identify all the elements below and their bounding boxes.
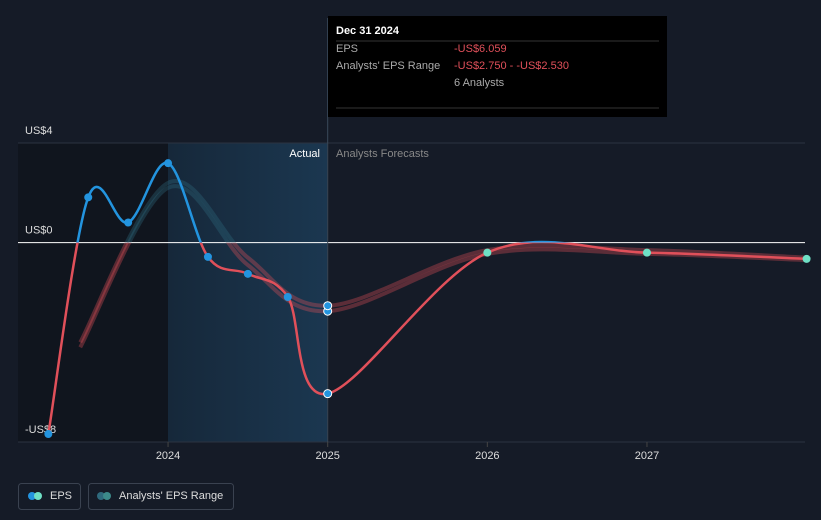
x-tick-label: 2024: [156, 450, 180, 462]
tooltip-value: -US$6.059: [454, 43, 507, 55]
tooltip-label: EPS: [336, 43, 358, 55]
tooltip-label: Analysts' EPS Range: [336, 60, 440, 72]
eps-point: [642, 248, 651, 257]
past-shade: [18, 143, 168, 442]
y-tick-label: US$4: [25, 125, 53, 137]
tooltip: Dec 31 2024 EPS -US$6.059 Analysts' EPS …: [328, 16, 667, 117]
eps-point: [44, 430, 53, 439]
legend-icon: [97, 492, 105, 500]
range-line: [126, 184, 231, 243]
tooltip-value: -US$2.750 - -US$2.530: [454, 60, 569, 72]
eps-line: [47, 242, 807, 435]
range-point: [323, 301, 333, 311]
range-line: [124, 179, 237, 243]
legend: EPS Analysts' EPS Range: [18, 483, 234, 510]
eps-point: [243, 269, 252, 278]
legend-label: EPS: [50, 490, 72, 502]
tooltip-date: Dec 31 2024: [336, 25, 400, 37]
legend-icon: [34, 492, 42, 500]
x-tick-label: 2025: [315, 450, 339, 462]
eps-point: [164, 159, 173, 168]
eps-point: [203, 252, 212, 261]
eps-point: [283, 292, 292, 301]
tooltip-box: [328, 16, 667, 117]
x-tick-label: 2026: [475, 450, 499, 462]
legend-label: Analysts' EPS Range: [119, 490, 223, 502]
eps-point: [802, 254, 811, 263]
eps-point: [124, 218, 133, 227]
eps-point: [323, 389, 333, 399]
x-tick-label: 2027: [635, 450, 659, 462]
eps-point: [483, 248, 492, 257]
legend-icon: [103, 492, 111, 500]
y-tick-label: US$0: [25, 225, 53, 237]
actual-label: Actual: [289, 148, 320, 160]
tooltip-value: 6 Analysts: [454, 77, 505, 89]
legend-icon: [28, 492, 36, 500]
forecast-label: Analysts Forecasts: [336, 148, 429, 160]
legend-box[interactable]: [88, 483, 234, 510]
eps-line: [76, 161, 572, 243]
legend-box[interactable]: [18, 483, 81, 510]
eps-point: [84, 193, 93, 202]
actual-highlight: [168, 143, 327, 442]
